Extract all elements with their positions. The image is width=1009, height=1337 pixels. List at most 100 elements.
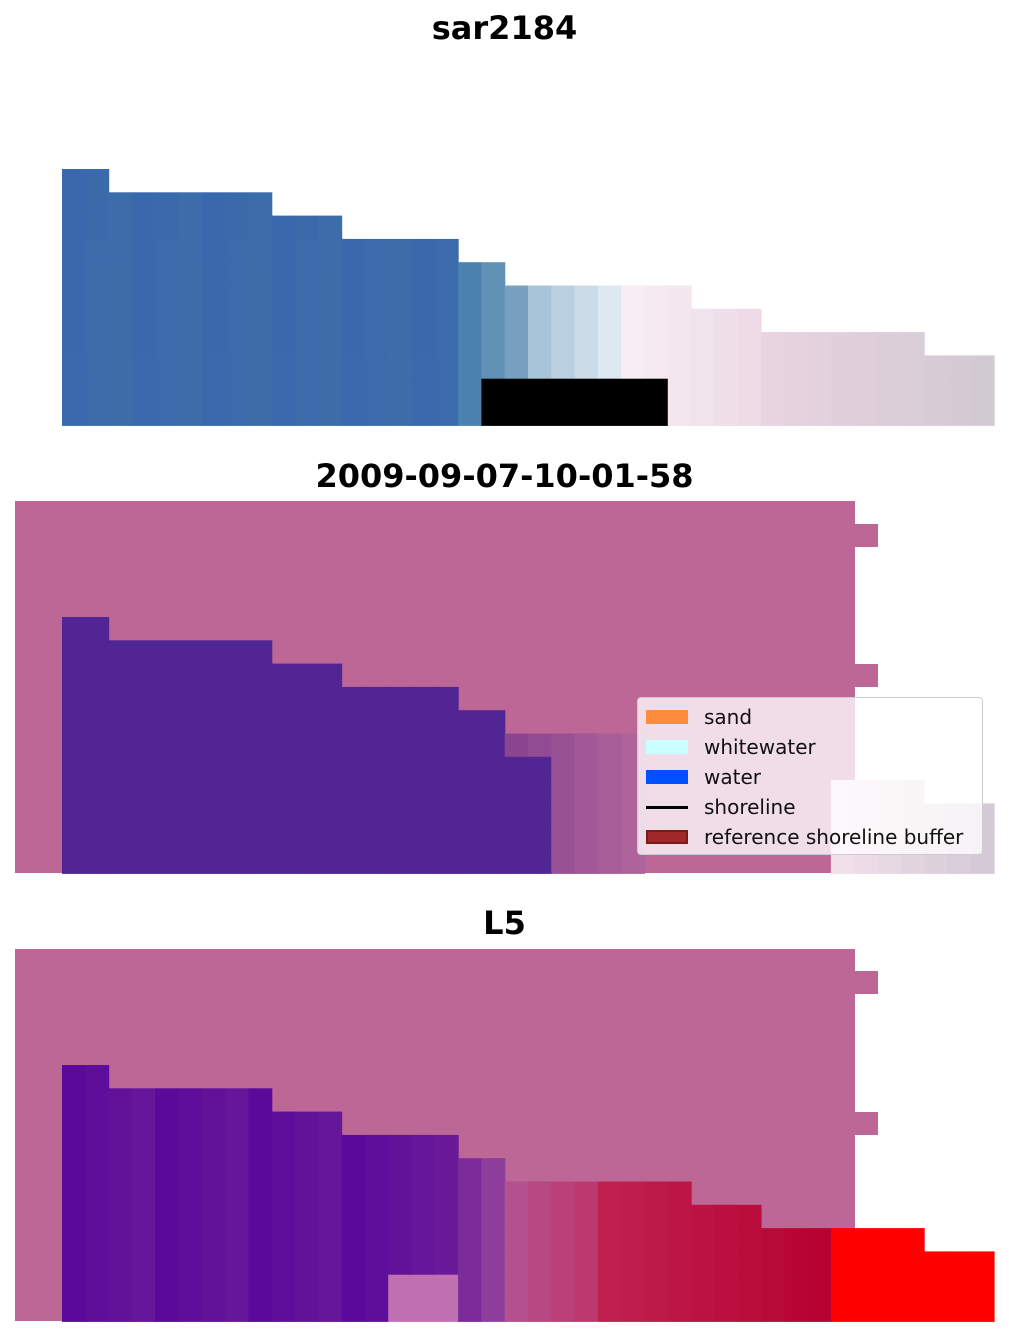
l5-pixel	[737, 1251, 762, 1276]
l5-pixel	[271, 1204, 296, 1229]
l5-pixel	[481, 1298, 506, 1322]
class-pixel	[434, 826, 459, 851]
sar-pixel	[364, 308, 389, 333]
l5-pixel	[551, 1204, 576, 1229]
class-pixel	[411, 826, 436, 851]
class-pixel	[108, 780, 133, 804]
sar-pixel	[714, 402, 739, 426]
l5-pixel	[178, 1158, 203, 1183]
l5-pixel	[830, 1251, 855, 1276]
l5-pixel	[108, 1204, 133, 1229]
l5-pixel	[178, 1228, 203, 1252]
l5-pixel	[201, 1251, 226, 1276]
sar-pixel	[807, 332, 832, 356]
class-pixel	[85, 780, 110, 804]
class-pixel	[248, 850, 273, 874]
class-pixel	[108, 850, 133, 874]
sar-pixel	[877, 332, 902, 356]
l5-pixel	[62, 1298, 86, 1322]
class-pixel	[225, 640, 249, 665]
sar-pixel	[877, 378, 902, 403]
sar-pixel	[201, 192, 226, 217]
l5-pixel	[714, 1251, 739, 1276]
l5-pixel	[784, 1298, 809, 1322]
l5-pixel	[644, 1228, 669, 1252]
class-pixel	[970, 850, 995, 874]
sar-pixel	[155, 355, 180, 380]
sar-pixel	[62, 285, 86, 310]
sar-pixel	[85, 378, 110, 403]
class-pixel	[295, 733, 319, 758]
sar-pixel	[201, 262, 226, 287]
sar-pixel	[201, 238, 226, 263]
sar-pixel	[62, 378, 86, 403]
l5-pixel	[341, 1158, 366, 1183]
class-pixel	[364, 686, 389, 711]
sar-pixel	[295, 355, 319, 380]
l5-pixel	[691, 1298, 715, 1322]
l5-pixel	[62, 1134, 86, 1159]
sar-pixel	[341, 285, 366, 310]
sar-pixel	[131, 192, 156, 217]
class-pixel	[62, 686, 86, 711]
class-pixel	[411, 803, 436, 828]
l5-pixel	[691, 1274, 715, 1299]
class-pixel	[131, 756, 156, 781]
l5-pixel	[62, 1228, 86, 1252]
l5-pixel	[271, 1158, 296, 1183]
class-pixel	[178, 640, 203, 665]
l5-pixel	[131, 1251, 156, 1276]
l5-pixel	[528, 1298, 552, 1322]
class-pixel	[131, 780, 156, 804]
sar-pixel	[597, 378, 622, 403]
sar-pixel	[62, 192, 86, 217]
l5-pixel	[364, 1228, 389, 1252]
l5-pixel	[854, 1274, 879, 1299]
class-pixel	[62, 663, 86, 688]
l5-pixel	[155, 1134, 180, 1159]
sar-pixel	[364, 332, 389, 356]
l5-pixel	[528, 1274, 552, 1299]
l5-pixel	[574, 1251, 599, 1276]
class-pixel	[155, 640, 180, 665]
class-pixel	[434, 710, 459, 735]
l5-pixel	[341, 1274, 366, 1299]
l5-pixel	[155, 1158, 180, 1183]
sar-pixel	[85, 355, 110, 380]
l5-pixel	[667, 1204, 692, 1229]
sar-pixel	[644, 402, 669, 426]
class-pixel	[85, 640, 110, 665]
class-pixel	[62, 640, 86, 665]
sar-pixel	[481, 332, 506, 356]
class-pixel	[318, 850, 343, 874]
l5-pixel	[295, 1274, 319, 1299]
sar-pixel	[551, 402, 576, 426]
l5-pixel	[504, 1274, 529, 1299]
class-pixel	[574, 733, 599, 758]
class-pixel	[458, 780, 482, 804]
sar-pixel	[807, 402, 832, 426]
class-pixel	[388, 826, 413, 851]
sar-pixel	[900, 355, 925, 380]
class-pixel	[62, 710, 86, 735]
sar-pixel	[644, 355, 669, 380]
l5-pixel	[341, 1251, 366, 1276]
sar-pixel	[178, 262, 203, 287]
class-pixel	[295, 710, 319, 735]
sar-pixel	[178, 285, 203, 310]
l5-pixel	[201, 1088, 226, 1113]
l5-pixel	[201, 1181, 226, 1206]
l5-pixel	[900, 1298, 925, 1322]
class-pixel	[178, 663, 203, 688]
sar-pixel	[830, 332, 855, 356]
sar-pixel	[201, 285, 226, 310]
class-pixel	[551, 733, 576, 758]
l5-pixel	[108, 1251, 133, 1276]
l5-pixel	[131, 1204, 156, 1229]
sar-pixel	[574, 378, 599, 403]
l5-pixel	[318, 1181, 343, 1206]
l5-pixel	[201, 1228, 226, 1252]
l5-pixel	[411, 1134, 436, 1159]
l5-pixel	[178, 1298, 203, 1322]
